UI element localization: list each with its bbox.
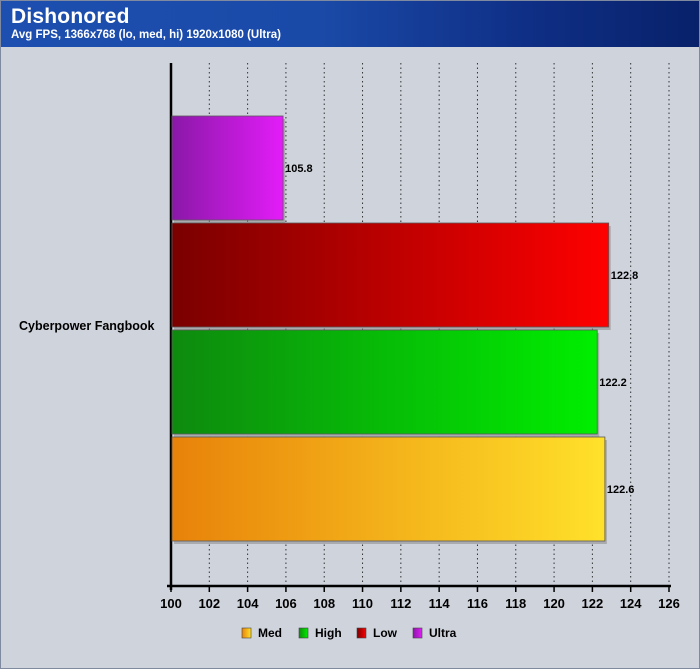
bar-ultra [171,115,284,221]
data-label-ultra: 105.8 [285,163,313,175]
category-label: Cyberpower Fangbook [19,319,154,333]
x-tick-label: 112 [390,596,411,611]
chart-subtitle: Avg FPS, 1366x768 (lo, med, hi) 1920x108… [11,29,281,41]
x-tick-label: 116 [467,596,488,611]
legend-label-ultra: Ultra [429,626,457,640]
legend-swatch-low [356,627,367,639]
bar-low [171,222,610,328]
legend-label-high: High [315,626,342,640]
x-tick-label: 124 [620,596,642,611]
x-tick-label: 122 [582,596,604,611]
x-tick-label: 100 [160,596,182,611]
x-tick-label: 118 [505,596,526,611]
x-tick-label: 114 [429,596,451,611]
bar-med [171,436,606,542]
x-tick-label: 110 [352,596,373,611]
legend-label-low: Low [373,626,398,640]
x-tick-label: 102 [198,596,220,611]
x-tick-label: 108 [313,596,335,611]
chart-title: Dishonored [11,5,130,28]
data-label-high: 122.2 [599,377,627,389]
data-label-med: 122.6 [607,484,635,496]
legend-label-med: Med [258,626,282,640]
legend-swatch-ultra [412,627,423,639]
legend-swatch-med [241,627,252,639]
x-tick-label: 126 [658,596,680,611]
data-label-low: 122.8 [611,270,639,282]
chart-header: Dishonored Avg FPS, 1366x768 (lo, med, h… [1,1,699,47]
x-tick-label: 104 [237,596,259,611]
bar-high [171,329,598,435]
x-tick-label: 106 [275,596,297,611]
legend-swatch-high [298,627,309,639]
x-tick-label: 120 [543,596,565,611]
